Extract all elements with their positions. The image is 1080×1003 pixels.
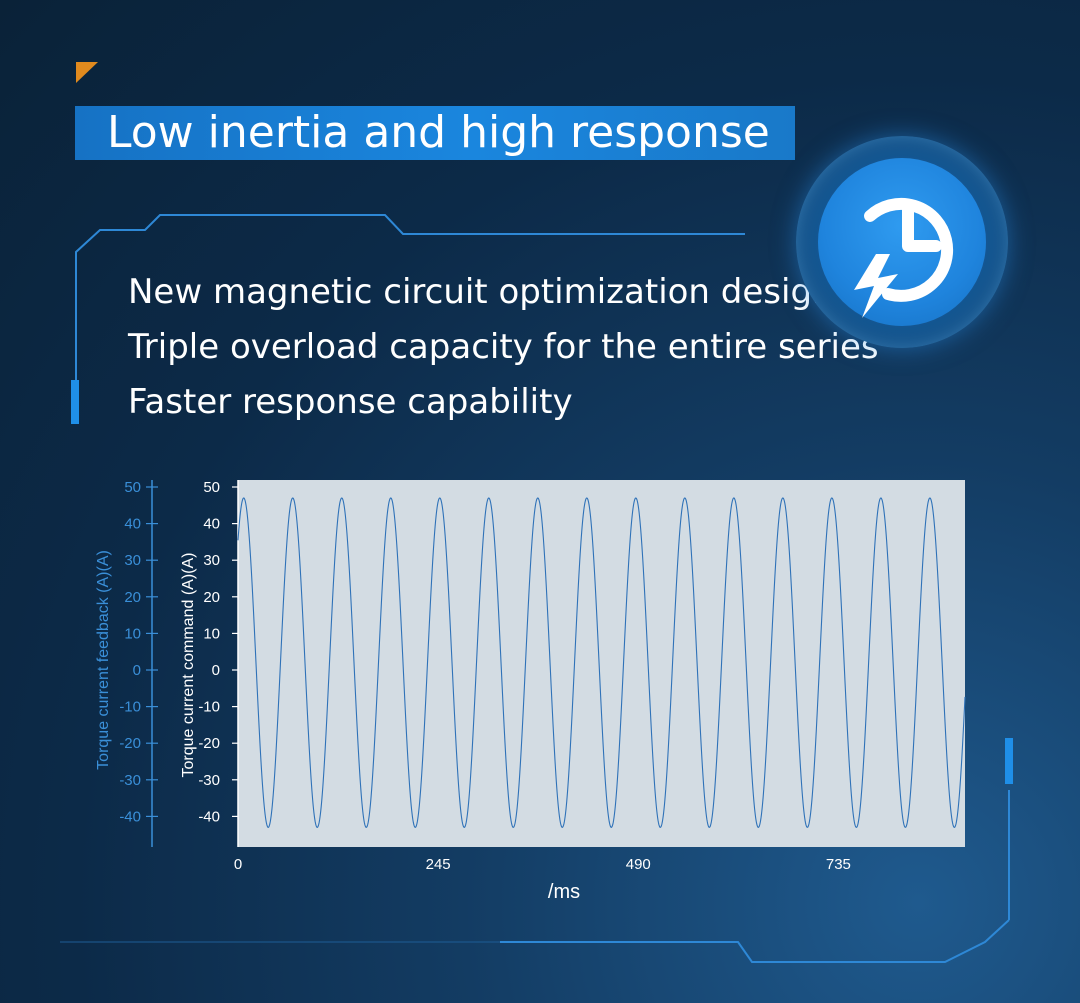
page-title: Low inertia and high response bbox=[107, 107, 770, 158]
left-y-tick-label: 20 bbox=[124, 589, 141, 606]
right-y-tick-label: 30 bbox=[203, 552, 220, 569]
left-y-tick-label: -30 bbox=[119, 772, 141, 789]
clock-lightning-icon bbox=[854, 197, 954, 318]
corner-triangle bbox=[76, 62, 98, 83]
bottom-frame-line bbox=[500, 919, 1010, 963]
right-frame-accent bbox=[1005, 738, 1013, 784]
title-bar bbox=[75, 106, 795, 160]
x-axis-label: /ms bbox=[548, 881, 580, 903]
bullet-2: Triple overload capacity for the entire … bbox=[128, 327, 879, 367]
bullet-1: New magnetic circuit optimization design bbox=[128, 272, 834, 312]
left-y-tick-label: -20 bbox=[119, 735, 141, 752]
x-tick-label: 735 bbox=[826, 856, 851, 873]
badge bbox=[796, 136, 1008, 348]
right-y-tick-label: 0 bbox=[212, 662, 220, 679]
left-y-tick-label: -10 bbox=[119, 699, 141, 716]
left-y-tick-label: 10 bbox=[124, 625, 141, 642]
right-y-tick-label: 10 bbox=[203, 625, 220, 642]
series-line bbox=[237, 497, 966, 829]
right-y-tick-label: 20 bbox=[203, 589, 220, 606]
left-y-tick-label: 30 bbox=[124, 552, 141, 569]
left-y-axis-label: Torque current feedback (A)(A) bbox=[95, 550, 112, 770]
x-tick-label: 0 bbox=[234, 856, 242, 873]
right-y-tick-label: -30 bbox=[198, 772, 220, 789]
left-y-tick-label: 40 bbox=[124, 516, 141, 533]
x-tick-label: 245 bbox=[426, 856, 451, 873]
right-y-axis-label: Torque current command (A)(A) bbox=[180, 553, 197, 778]
right-y-tick-label: 40 bbox=[203, 516, 220, 533]
right-y-tick-label: -20 bbox=[198, 735, 220, 752]
left-frame-accent bbox=[71, 380, 79, 424]
bullet-3: Faster response capability bbox=[128, 382, 573, 422]
badge-inner bbox=[818, 158, 986, 326]
top-frame-line bbox=[75, 214, 745, 255]
left-y-tick-label: 50 bbox=[124, 479, 141, 496]
right-y-tick-label: -10 bbox=[198, 699, 220, 716]
right-y-tick-label: 50 bbox=[203, 479, 220, 496]
x-tick-label: 490 bbox=[626, 856, 651, 873]
left-y-tick-label: 0 bbox=[133, 662, 141, 679]
left-y-tick-label: -40 bbox=[119, 808, 141, 825]
right-y-tick-label: -40 bbox=[198, 808, 220, 825]
